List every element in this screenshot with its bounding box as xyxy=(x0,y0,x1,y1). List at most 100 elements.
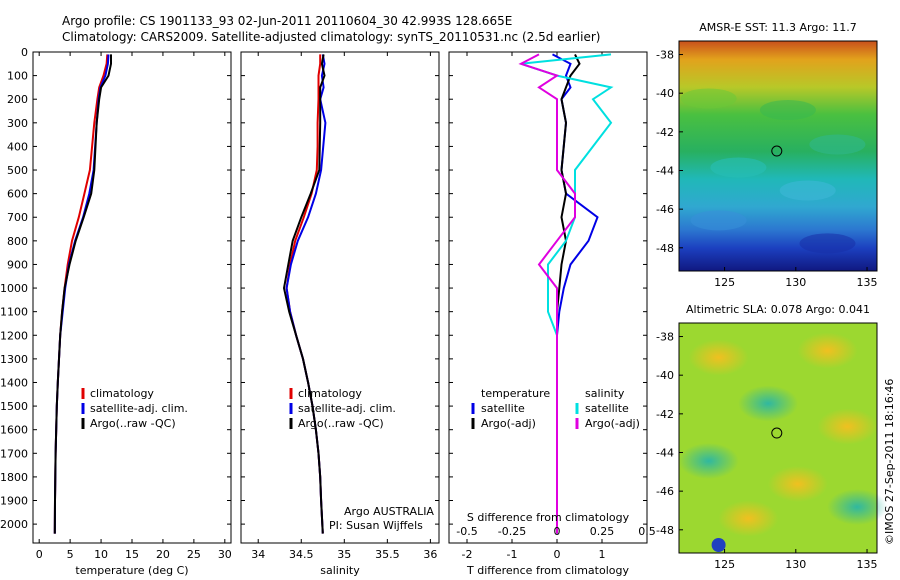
y-tick-label: 1100 xyxy=(0,306,28,319)
map-y-tick-label: -46 xyxy=(656,203,674,216)
x-tick-label: 30 xyxy=(218,548,232,561)
plot-frame xyxy=(32,51,232,544)
y-tick-label: 1600 xyxy=(0,424,28,437)
y-tick-label: 500 xyxy=(7,164,28,177)
top-tick-label: -0.5 xyxy=(456,525,477,538)
x-tick-label: 35.5 xyxy=(375,548,400,561)
y-tick-label: 1800 xyxy=(0,471,28,484)
legend-heading-salinity: salinity xyxy=(585,387,625,400)
y-tick-label: 1700 xyxy=(0,447,28,460)
map-y-tick-label: -44 xyxy=(656,164,674,177)
legend-label: Argo(..raw -QC) xyxy=(298,417,384,430)
x-tick-label: 1 xyxy=(599,548,606,561)
y-tick-label: 1500 xyxy=(0,400,28,413)
map-title: AMSR-E SST: 11.3 Argo: 11.7 xyxy=(699,21,857,34)
sla-anomaly xyxy=(688,339,749,376)
map-x-tick-label: 130 xyxy=(785,558,806,571)
y-tick-label: 1200 xyxy=(0,329,28,342)
sla-anomaly xyxy=(718,500,779,537)
x-tick-label: -1 xyxy=(507,548,518,561)
sla-anomaly xyxy=(738,385,799,422)
x-tick-label: 34.5 xyxy=(289,548,314,561)
title-line-1: Argo profile: CS 1901133_93 02-Jun-2011 … xyxy=(62,14,513,28)
y-tick-label: 800 xyxy=(7,235,28,248)
map-frame xyxy=(678,322,878,554)
sla-anomaly xyxy=(827,489,888,525)
temperature-profile-panel: 0 5 10 15 20 25 300100200300400500600700800900… xyxy=(0,46,232,577)
y-tick-label: 1300 xyxy=(0,353,28,366)
x-tick-label: 0 xyxy=(36,548,43,561)
x-axis-label: salinity xyxy=(320,564,360,577)
map-y-tick-label: -38 xyxy=(656,49,674,62)
sla-low-anomaly xyxy=(711,538,726,552)
argo-location-marker xyxy=(771,145,783,157)
x-tick-label: -2 xyxy=(462,548,473,561)
sla-map-panel: Altimetric SLA: 0.078 Argo: 0.041 125 130 1… xyxy=(656,303,888,571)
sst-texture xyxy=(759,100,816,120)
sla-anomaly xyxy=(797,332,858,369)
legend-label: Argo(-adj) xyxy=(481,417,536,430)
top-tick-label: 0.5 xyxy=(638,525,656,538)
difference-profile-panel: -2 -1 0 1 T difference from climatology tempe… xyxy=(448,51,656,577)
legend-label: satellite-adj. clim. xyxy=(298,402,396,415)
map-y-tick-label: -42 xyxy=(656,408,674,421)
credit-footer: ©IMOS 27-Sep-2011 18:16:46 xyxy=(883,378,896,545)
y-tick-label: 1400 xyxy=(0,376,28,389)
x-axis-label: temperature (deg C) xyxy=(75,564,188,577)
sst-texture xyxy=(680,88,737,109)
map-y-tick-label: -44 xyxy=(656,446,674,459)
argo-annotation-line-1: Argo AUSTRALIA xyxy=(344,505,434,518)
salinity-profile-panel: 34 34.5 35 35.5 36 salinity climatology satelli… xyxy=(240,51,440,577)
sla-anomaly xyxy=(767,466,828,502)
map-frame xyxy=(678,40,878,272)
x-tick-label: 25 xyxy=(187,548,201,561)
y-tick-label: 600 xyxy=(7,188,28,201)
map-x-tick-label: 135 xyxy=(857,558,878,571)
map-y-tick-label: -48 xyxy=(656,524,674,537)
legend-label: satellite xyxy=(585,402,629,415)
top-tick-label: 0.25 xyxy=(590,525,615,538)
x-tick-label: 10 xyxy=(94,548,108,561)
y-tick-label: 2000 xyxy=(0,518,28,531)
sst-map-panel: AMSR-E SST: 11.3 Argo: 11.7 125 130 135 -38 -… xyxy=(656,21,877,289)
y-tick-label: 900 xyxy=(7,258,28,271)
y-tick-label: 400 xyxy=(7,140,28,153)
y-tick-label: 1000 xyxy=(0,282,28,295)
sst-texture xyxy=(799,233,856,254)
argo-annotation-line-2: PI: Susan Wijffels xyxy=(329,519,423,532)
map-y-tick-label: -40 xyxy=(656,369,674,382)
map-y-tick-label: -40 xyxy=(656,87,674,100)
map-y-tick-label: -42 xyxy=(656,126,674,139)
legend-label: Argo(..raw -QC) xyxy=(90,417,176,430)
sla-anomaly xyxy=(817,408,878,445)
y-tick-label: 0 xyxy=(21,46,28,59)
map-y-tick-label: -38 xyxy=(656,331,674,344)
legend-label: satellite-adj. clim. xyxy=(90,402,188,415)
y-tick-label: 300 xyxy=(7,117,28,130)
legend-label: satellite xyxy=(481,402,525,415)
sst-texture xyxy=(779,180,836,201)
x-axis-label: T difference from climatology xyxy=(466,564,629,577)
legend-label: climatology xyxy=(90,387,154,400)
sst-texture xyxy=(809,134,866,155)
sst-texture xyxy=(690,210,747,231)
legend-heading-temperature: temperature xyxy=(481,387,550,400)
argo-location-marker xyxy=(771,427,783,439)
x-tick-label: 20 xyxy=(156,548,170,561)
y-tick-label: 100 xyxy=(7,70,28,83)
y-tick-label: 700 xyxy=(7,211,28,224)
map-y-tick-label: -48 xyxy=(656,242,674,255)
y-tick-label: 1900 xyxy=(0,495,28,508)
top-axis-label: S difference from climatology xyxy=(467,511,630,524)
x-tick-label: 36 xyxy=(423,548,437,561)
y-tick-label: 200 xyxy=(7,93,28,106)
map-y-tick-label: -46 xyxy=(656,485,674,498)
map-x-tick-label: 125 xyxy=(714,276,735,289)
title-line-2: Climatology: CARS2009. Satellite-adjuste… xyxy=(62,30,601,44)
map-title: Altimetric SLA: 0.078 Argo: 0.041 xyxy=(686,303,870,316)
x-tick-label: 5 xyxy=(67,548,74,561)
x-tick-label: 0 xyxy=(554,548,561,561)
map-x-tick-label: 125 xyxy=(714,558,735,571)
sst-texture xyxy=(710,157,767,178)
